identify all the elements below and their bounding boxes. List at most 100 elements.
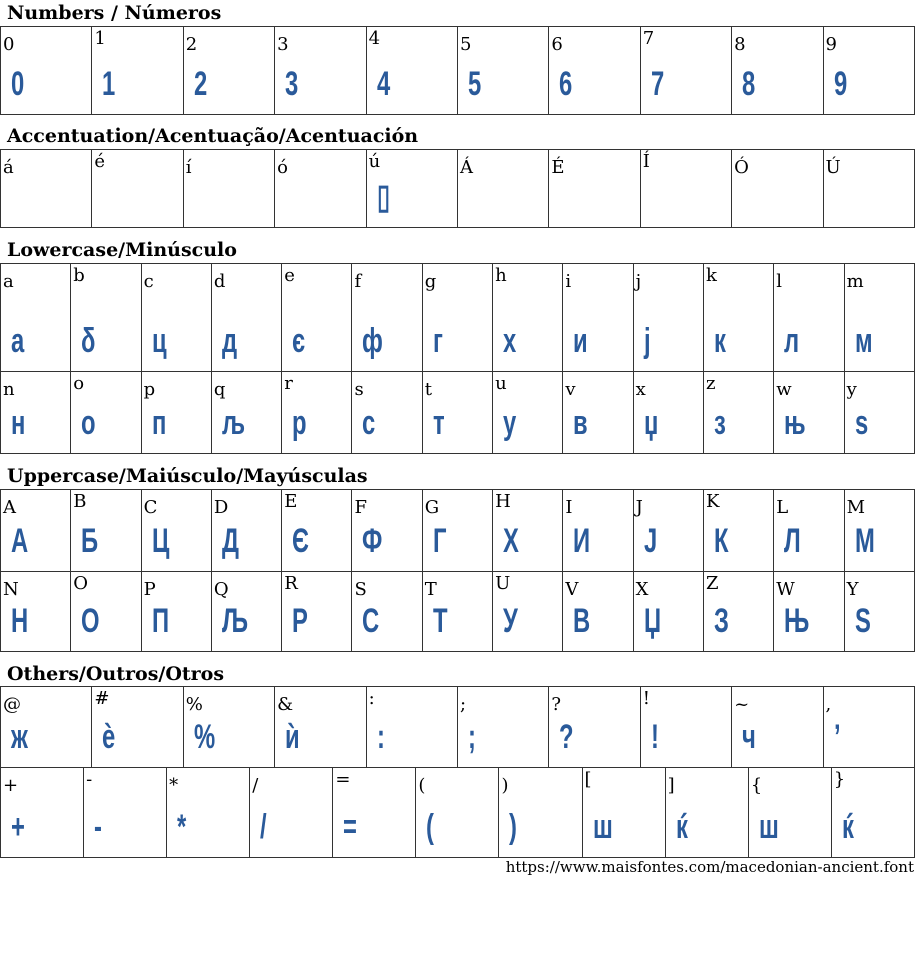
glyph-sample: 9 [833, 65, 847, 103]
character-label: V [565, 579, 579, 600]
glyph-cell: + + [0, 767, 85, 858]
glyph-sample: ѕ [854, 404, 868, 442]
glyph-cell: ?? [548, 686, 641, 768]
glyph-cell: [ш [581, 767, 666, 858]
glyph-cell: {ш [747, 767, 832, 858]
character-label: T [424, 579, 437, 600]
character-label: 7 [642, 28, 655, 49]
character-label: N [3, 579, 19, 600]
glyph-sample: = [343, 808, 358, 846]
glyph-sample: δ [81, 322, 96, 360]
character-label: k [705, 265, 717, 286]
character-label: ; [459, 694, 467, 715]
character-label: - [86, 769, 93, 790]
character-label: Q [213, 579, 229, 600]
glyph-sample: ф [362, 322, 384, 360]
glyph-sample: 0 [11, 65, 25, 103]
character-label: í [185, 157, 192, 178]
glyph-sample: с [362, 404, 376, 442]
glyph-sample: п [151, 404, 166, 442]
glyph-sample: П [151, 602, 169, 640]
character-label: Z [705, 573, 719, 594]
glyph-cell: Í [639, 149, 733, 228]
character-label: M [846, 497, 865, 518]
glyph-sample: Ѕ [854, 602, 871, 640]
glyph-sample: Г [432, 522, 447, 560]
glyph-cell: Ú [822, 149, 916, 228]
glyph-cell: é [91, 149, 184, 228]
character-label: D [213, 497, 229, 518]
glyph-sample: м [854, 322, 873, 360]
glyph-sample: Ц [151, 522, 169, 560]
glyph-cell: ;; [456, 686, 550, 768]
glyph-cell: %% [182, 686, 276, 768]
glyph-sample: в [573, 404, 589, 442]
character-label: } [833, 769, 846, 790]
character-label: O [73, 573, 89, 594]
character-label: U [495, 573, 511, 594]
glyph-sample: з [713, 404, 726, 442]
glyph-sample: : [376, 718, 385, 756]
glyph-sample: 5 [467, 65, 482, 103]
glyph-cell: ú ▯ [365, 149, 458, 228]
glyph-sample: / [260, 808, 267, 846]
character-label: g [424, 271, 437, 292]
glyph-table: @ ж # ѐ%% & ѝ::;;??!! ~ ч,’ [0, 686, 916, 768]
glyph-sample: ( [426, 808, 435, 846]
glyph-cell: ~ ч [731, 686, 824, 768]
glyph-sample: 4 [376, 65, 390, 103]
glyph-cell: í [182, 149, 276, 228]
character-label: / [252, 775, 259, 796]
glyph-sample: љ [221, 404, 245, 442]
character-label: n [3, 379, 15, 400]
character-label: w [776, 379, 792, 400]
glyph-sample: 7 [650, 65, 664, 103]
character-label: K [705, 491, 720, 512]
glyph-row: + + - - * * / / = =(())[ш] ќ{ш} ќ [0, 767, 916, 858]
glyph-sample: ; [467, 718, 476, 756]
glyph-cell: á [0, 149, 93, 228]
glyph-sample: г [432, 322, 443, 360]
character-label: v [565, 379, 576, 400]
character-label: X [635, 579, 649, 600]
glyph-sample: Њ [784, 602, 810, 640]
character-label: f [354, 271, 362, 292]
glyph-sample: ш [758, 808, 779, 846]
glyph-cell: @ ж [0, 686, 93, 768]
source-link[interactable]: https://www.maisfontes.com/macedonian-an… [505, 858, 914, 876]
glyph-sample: ш [592, 808, 613, 846]
character-label: o [73, 373, 85, 394]
character-label: y [846, 379, 857, 400]
character-label: ó [277, 157, 289, 178]
character-label: z [705, 373, 716, 394]
character-label: a [3, 271, 14, 292]
glyph-sample: ? [559, 718, 574, 756]
glyph-sample: Т [432, 602, 448, 640]
character-label: & [277, 694, 294, 715]
character-label: q [213, 379, 226, 400]
character-label: # [94, 688, 110, 709]
glyph-sample: ) [509, 808, 518, 846]
glyph-cell: !! [639, 686, 733, 768]
